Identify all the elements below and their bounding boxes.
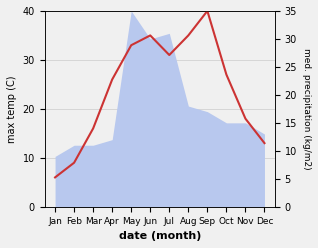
- Y-axis label: max temp (C): max temp (C): [7, 75, 17, 143]
- X-axis label: date (month): date (month): [119, 231, 201, 241]
- Y-axis label: med. precipitation (kg/m2): med. precipitation (kg/m2): [302, 48, 311, 170]
